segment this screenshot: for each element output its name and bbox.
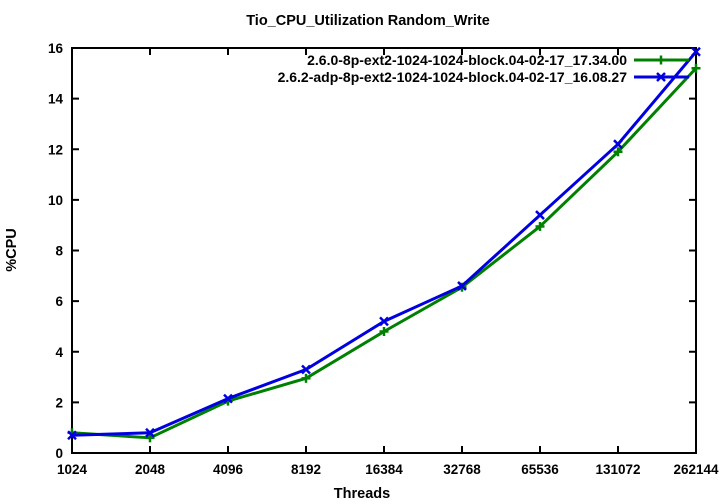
x-tick-label: 2048: [135, 462, 166, 477]
marker-stroke: [67, 430, 77, 441]
data-point-marker: [145, 427, 155, 438]
x-tick-label: 8192: [291, 462, 321, 477]
data-point-marker: [535, 221, 545, 231]
marker-stroke: [145, 427, 155, 438]
plot-border: [71, 47, 697, 454]
y-tick-label: 6: [55, 294, 63, 309]
chart-title: Tio_CPU_Utilization Random_Write: [246, 13, 490, 29]
legend-row: 2.6.2-adp-8p-ext2-1024-1024-block.04-02-…: [278, 69, 689, 85]
marker-stroke: [457, 281, 467, 291]
data-point-marker: [691, 46, 701, 57]
y-tick-label: 16: [48, 41, 64, 56]
y-tick-label: 2: [55, 395, 63, 410]
data-point-marker: [535, 210, 545, 220]
data-point-marker: [613, 139, 623, 150]
series-line: [71, 67, 698, 440]
legend-marker: [656, 72, 666, 82]
y-tick-label: 14: [48, 92, 64, 107]
data-point-marker: [379, 316, 389, 327]
x-tick-label: 1024: [57, 462, 88, 477]
x-axis-label: Threads: [334, 486, 390, 502]
series-blue: [67, 46, 701, 441]
data-point-marker: [301, 373, 311, 383]
data-point-marker: [457, 281, 467, 291]
data-point-marker: [223, 393, 233, 404]
marker-stroke: [613, 139, 623, 150]
legend-marker: [656, 55, 666, 65]
data-point-marker: [67, 430, 77, 441]
y-tick-label: 8: [55, 244, 63, 259]
marker-stroke: [535, 210, 545, 220]
y-tick-label: 0: [55, 446, 63, 461]
marker-stroke: [656, 72, 666, 82]
legend-label: 2.6.2-adp-8p-ext2-1024-1024-block.04-02-…: [278, 69, 628, 85]
data-point-marker: [613, 147, 623, 157]
y-tick-label: 4: [55, 345, 63, 360]
x-tick-label: 32768: [443, 462, 481, 477]
data-point-marker: [145, 433, 155, 443]
marker-stroke: [691, 46, 701, 57]
y-axis-label: %CPU: [4, 228, 20, 272]
legend: 2.6.0-8p-ext2-1024-1024-block.04-02-17_1…: [278, 52, 689, 85]
data-point-marker: [379, 327, 389, 336]
marker-stroke: [301, 364, 311, 375]
x-tick-label: 262144: [673, 462, 719, 477]
x-tick-label: 16384: [365, 462, 403, 477]
marker-stroke: [379, 316, 389, 327]
series-green: [67, 63, 701, 443]
x-tick-label: 65536: [521, 462, 559, 477]
series-line: [71, 50, 698, 437]
y-tick-label: 10: [48, 193, 63, 208]
legend-label: 2.6.0-8p-ext2-1024-1024-block.04-02-17_1…: [307, 52, 627, 68]
x-tick-label: 131072: [595, 462, 640, 477]
plot-dynamic-layer: 1024 2048 4096 8192 16384 32768 65536 131072 262…: [48, 41, 719, 477]
x-tick-label: 4096: [213, 462, 244, 477]
data-point-marker: [691, 63, 701, 73]
axis-ticks: 1024 2048 4096 8192 16384 32768 65536 131072 262…: [48, 41, 719, 477]
y-tick-label: 12: [48, 142, 63, 157]
marker-stroke: [223, 393, 233, 404]
legend-row: 2.6.0-8p-ext2-1024-1024-block.04-02-17_1…: [307, 52, 689, 68]
data-point-marker: [301, 364, 311, 375]
